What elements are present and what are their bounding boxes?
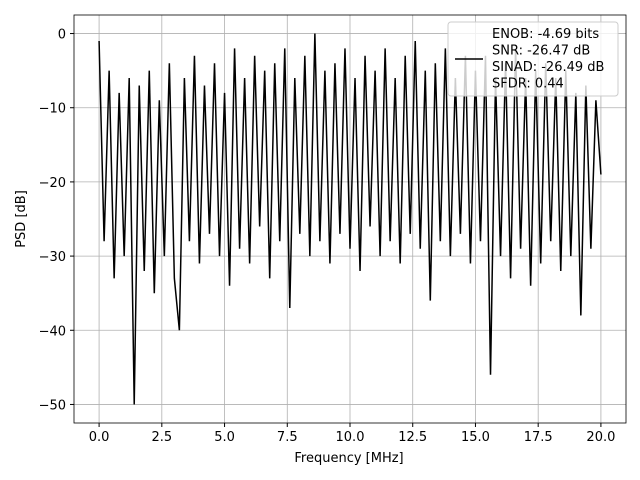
x-tick-label: 5.0: [214, 430, 235, 445]
x-tick-label: 17.5: [524, 430, 553, 445]
x-tick-label: 2.5: [151, 430, 172, 445]
legend-label: ENOB: -4.69 bits SNR: -26.47 dB SINAD: -26…: [492, 27, 604, 92]
x-axis-label: Frequency [MHz]: [294, 451, 403, 466]
y-tick-label: −30: [39, 250, 66, 265]
x-tick-label: 7.5: [277, 430, 298, 445]
x-tick-label: 12.5: [398, 430, 427, 445]
x-tick-label: 15.0: [461, 430, 490, 445]
x-tick-label: 10.0: [336, 430, 365, 445]
y-axis-label: PSD [dB]: [14, 190, 29, 248]
y-tick-label: −50: [39, 398, 66, 413]
x-tick-label: 20.0: [586, 430, 615, 445]
legend: ENOB: -4.69 bits SNR: -26.47 dB SINAD: -26…: [447, 21, 619, 97]
legend-box: [447, 21, 619, 97]
plot-frame: [73, 14, 627, 424]
y-tick-label: −10: [39, 102, 66, 117]
x-tick-label: 0.0: [89, 430, 110, 445]
y-tick-label: 0: [58, 28, 66, 43]
psd-line: [98, 33, 602, 405]
y-tick-label: −20: [39, 176, 66, 191]
y-tick-label: −40: [39, 324, 66, 339]
